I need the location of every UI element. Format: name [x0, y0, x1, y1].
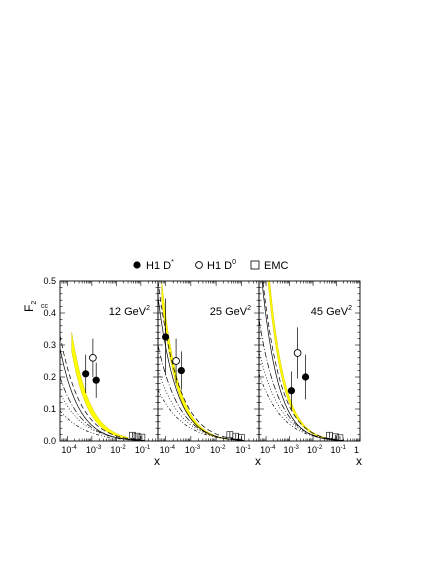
x-tick-label: 10-2: [110, 445, 126, 455]
panel-frame: [258, 280, 361, 442]
legend-h1-dstar-marker: [133, 261, 141, 269]
y-axis-title: F2 cc: [22, 301, 49, 312]
point-h1-dstar: [177, 367, 185, 375]
legend: H1 D* H1 D0 EMC: [133, 259, 289, 272]
theory-curve-dashdot2: [60, 410, 143, 441]
y-axis-title-sub: 2: [31, 301, 38, 305]
plot-area: [259, 281, 344, 441]
legend-h1-d0-label: H1 D0: [207, 259, 236, 272]
panel-title: 25 GeV2: [210, 305, 251, 318]
chart-panel-1: 10-4 10-3 10-2 10-1x 0.0 0.1 0.2 0.3 0.4 0.5 12 Ge…: [43, 276, 160, 468]
y-axis-title-sup: cc: [41, 303, 49, 310]
theory-curve-dashed: [158, 281, 244, 441]
theory-curve-dashdot2: [158, 389, 244, 441]
theory-curve-dashed: [262, 281, 344, 441]
svg-text:F2: F2: [22, 301, 38, 312]
theory-curve-dashed: [60, 335, 143, 441]
y-tick-label: 0.5: [43, 276, 56, 286]
plot-area: [60, 332, 146, 441]
point-h1-d0: [172, 357, 180, 365]
y-tick-label: 0.4: [43, 308, 56, 318]
x-tick-label: 10-4: [260, 445, 276, 455]
point-h1-dstar: [287, 387, 296, 395]
panel-title: 45 GeV2: [311, 305, 352, 318]
x-tick-label: 10-4: [61, 445, 77, 455]
y-tick-label: 0.3: [43, 340, 56, 350]
theory-curve-solid: [158, 296, 244, 441]
theory-curve-dashdot2: [259, 373, 344, 441]
point-emc: [138, 433, 146, 441]
x-tick-label: 10-2: [210, 445, 226, 455]
x-axis-label: x: [356, 454, 362, 468]
point-emc: [129, 431, 136, 439]
y-tick-label: 0.1: [43, 404, 56, 414]
theory-curve-dotted: [60, 392, 143, 441]
chart-panel-2: 10-4 10-3 10-2 10-1 x 25 GeV2: [157, 280, 261, 468]
theory-curve-dotted: [158, 370, 244, 441]
x-tick-label: 10-3: [185, 445, 201, 455]
x-axis-label: x: [154, 454, 160, 468]
x-tick-label: 10-1: [331, 445, 347, 455]
point-h1-dstar: [162, 333, 170, 341]
panel-title: 12 GeV2: [109, 305, 150, 318]
x-tick-label: 1: [354, 445, 359, 455]
legend-h1-d0-marker: [195, 261, 203, 269]
y-axis-title-main: F: [22, 305, 36, 312]
point-h1-d0: [89, 353, 97, 362]
point-h1-dstar: [82, 370, 90, 378]
x-axis-label: x: [255, 454, 261, 468]
theory-curve-dotted: [259, 351, 344, 441]
legend-emc-label: EMC: [264, 260, 289, 272]
theory-curve-dashdot: [158, 344, 244, 441]
legend-emc-marker: [250, 260, 260, 270]
x-tick-label: 10-4: [160, 445, 176, 455]
x-tick-label: 10-3: [284, 445, 300, 455]
theory-curve-dashdot: [60, 376, 143, 441]
plot-area: [158, 281, 245, 441]
x-tick-label: 10-1: [235, 445, 251, 455]
point-h1-d0: [293, 349, 302, 357]
x-tick-label: 10-2: [307, 445, 323, 455]
legend-h1-dstar-label: H1 D*: [146, 259, 174, 272]
theory-curve-solid: [261, 281, 344, 441]
theory-band: [71, 332, 129, 440]
y-tick-label: 0.0: [43, 436, 56, 446]
panels: 10-4 10-3 10-2 10-1x0.00.10.20.30.40.512 Ge…: [43, 276, 362, 468]
y-tick-label: 0.2: [43, 372, 56, 382]
x-tick-label: 10-3: [86, 445, 102, 455]
point-h1-dstar: [301, 373, 310, 381]
point-h1-dstar: [92, 376, 100, 384]
x-tick-label: 10-1: [135, 445, 151, 455]
